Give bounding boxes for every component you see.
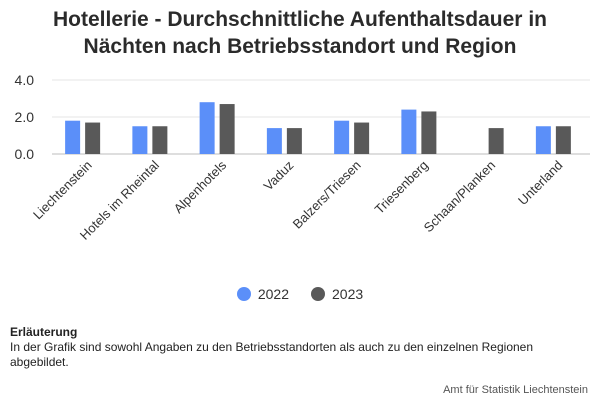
bar-2023 [555,126,571,154]
x-tick-label: Liechtenstein [30,158,95,223]
chart-title-line-2: Nächten nach Betriebsstandort und Region [83,35,517,58]
legend-label-2023: 2023 [332,286,364,302]
bar-2022 [199,102,215,154]
bar-2023 [219,104,235,154]
legend-marker-2023 [311,287,325,301]
x-tick-label: Balzers/Triesen [290,158,364,232]
chart-legend: 2022 2023 [0,286,600,302]
explanation-note: Erläuterung In der Grafik sind sowohl An… [10,325,590,370]
bar-2023 [286,128,302,154]
bar-2022 [266,128,282,154]
x-tick-label: Schaan/Planken [421,158,499,236]
bar-2023 [488,128,504,154]
note-heading: Erläuterung [10,325,78,339]
bar-2022 [401,109,417,154]
bar-2022 [334,120,350,154]
bar-2023 [354,122,370,154]
x-tick-label: Vaduz [261,158,297,194]
bar-2022 [65,120,81,154]
y-tick-label: 4.0 [15,72,35,88]
x-tick-label: Alpenhotels [171,157,230,216]
y-tick-label: 0.0 [15,146,35,162]
note-text: In der Grafik sind sowohl Angaben zu den… [10,340,534,369]
x-tick-label: Unterland [515,158,565,208]
bar-2023 [152,126,168,154]
source-credit: Amt für Statistik Liechtenstein [443,384,588,396]
legend-marker-2022 [236,287,251,301]
bar-2023 [85,122,101,154]
bar-2022 [535,126,551,154]
chart-title: Hotellerie - Durchschnittliche Aufenthal… [0,6,600,60]
bar-2022 [132,126,148,154]
bar-2023 [421,111,437,154]
y-tick-label: 2.0 [15,109,35,125]
chart-title-line-1: Hotellerie - Durchschnittliche Aufenthal… [53,8,547,31]
legend-item-2022[interactable]: 2022 [236,286,289,302]
legend-label-2022: 2022 [257,286,289,302]
x-tick-label: Triesenberg [372,158,431,217]
legend-item-2023[interactable]: 2023 [311,286,363,302]
